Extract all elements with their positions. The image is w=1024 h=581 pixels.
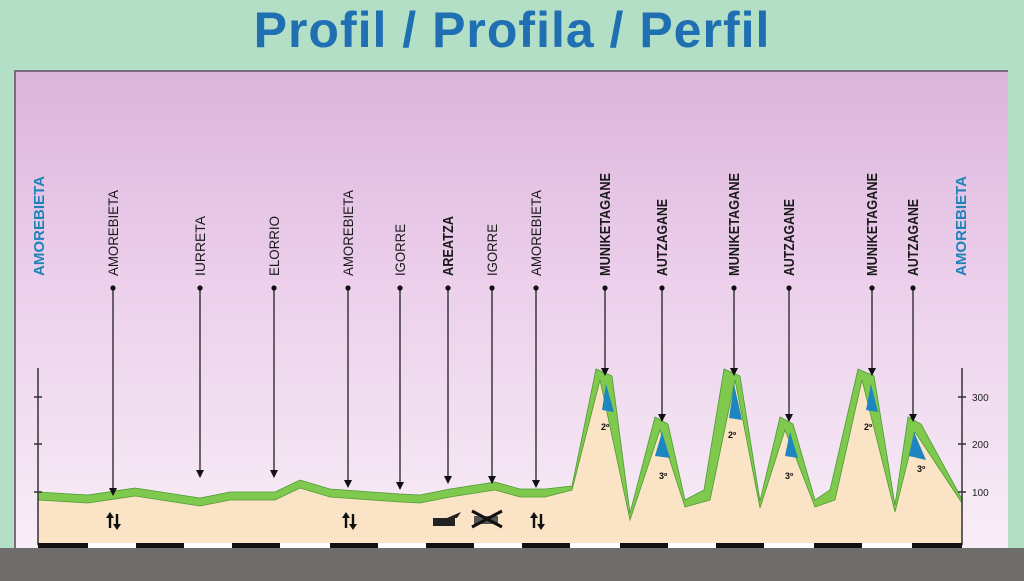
pointer-arrowhead: [344, 480, 352, 488]
start-label: AMOREBIETA: [31, 176, 48, 276]
place-label: AUTZAGANE: [654, 199, 671, 276]
climb-marker-icon: [866, 384, 878, 412]
place-label: IURRETA: [192, 215, 208, 276]
climb-marker-icon: [785, 432, 798, 458]
climb-marker-icon: [655, 432, 670, 458]
terrain-fill: [38, 372, 962, 545]
feed-zone-icon: [433, 512, 461, 526]
pointer-arrowhead: [909, 414, 917, 422]
pointer-arrowhead: [601, 368, 609, 376]
place-label: ELORRIO: [266, 216, 282, 276]
page-title: Profil / Profila / Perfil: [253, 2, 771, 58]
place-label: IGORRE: [392, 224, 408, 276]
climb-marker-icon: [729, 384, 742, 420]
pointer-arrowhead: [196, 470, 204, 478]
pointer-arrowhead: [109, 488, 117, 496]
place-label: AREATZA: [440, 216, 457, 276]
elevation-profile: 300 200 100 AMOREBIETA AMOREBIETA AMOREB…: [31, 173, 989, 548]
pointer-arrowhead: [730, 368, 738, 376]
place-pointers: AMOREBIETA IURRETA ELORRIO AMOREBIETA IGORRE…: [105, 173, 922, 496]
altitude-tick-label: 200: [972, 440, 989, 451]
place-label: AMOREBIETA: [105, 189, 121, 276]
place-label: MUNIKETAGANE: [864, 173, 881, 276]
place-label: AMOREBIETA: [528, 189, 544, 276]
climb-marker-icon: [909, 432, 926, 460]
right-axis-ticks: [958, 396, 966, 493]
place-label: MUNIKETAGANE: [597, 173, 614, 276]
place-label: AUTZAGANE: [781, 199, 798, 276]
pointer-arrowhead: [270, 470, 278, 478]
terrain-band: [37, 368, 963, 522]
distance-scale: [38, 543, 962, 548]
altitude-tick-label: 100: [972, 488, 989, 499]
pointer-arrowhead: [785, 414, 793, 422]
place-label: IGORRE: [484, 224, 500, 276]
two-way-arrows-icon: [342, 512, 357, 530]
pointer-arrowhead: [444, 476, 452, 484]
end-label: AMOREBIETA: [953, 176, 970, 276]
pointer-arrowhead: [396, 482, 404, 490]
two-way-arrows-icon: [106, 512, 121, 530]
bottom-bar: [0, 548, 1024, 581]
place-label: AMOREBIETA: [340, 189, 356, 276]
pointer-arrowhead: [532, 480, 540, 488]
pointer-arrowhead: [488, 476, 496, 484]
climb-marker-icon: [602, 384, 614, 412]
altitude-tick-label: 300: [972, 393, 989, 404]
no-feeding-icon: [471, 509, 503, 529]
place-label: AUTZAGANE: [905, 199, 922, 276]
place-label: MUNIKETAGANE: [726, 173, 743, 276]
climb-category: 2º: [728, 430, 737, 440]
climb-category: 3º: [917, 464, 926, 474]
climb-category: 3º: [659, 471, 668, 481]
climb-category: 2º: [601, 422, 610, 432]
climb-category: 2º: [864, 422, 873, 432]
pointer-arrowhead: [868, 368, 876, 376]
two-way-arrows-icon: [530, 512, 545, 530]
pointer-arrowhead: [658, 414, 666, 422]
climb-category: 3º: [785, 471, 794, 481]
climb-markers: [602, 384, 926, 460]
left-axis-ticks: [34, 396, 42, 493]
